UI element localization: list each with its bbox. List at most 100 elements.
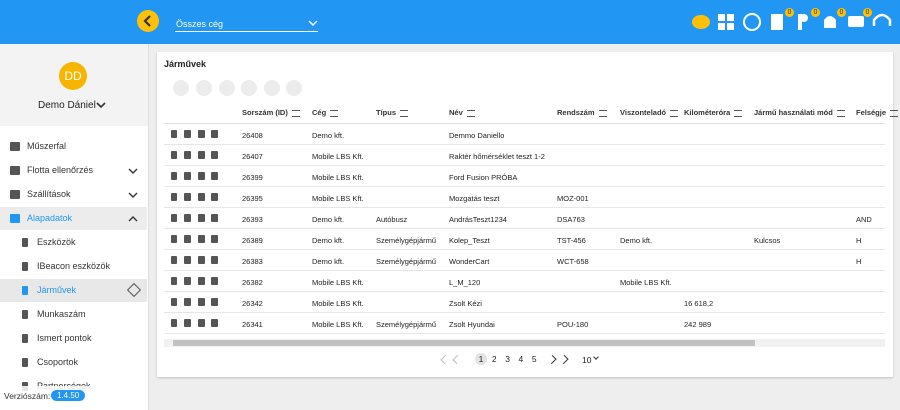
row-action[interactable] xyxy=(171,151,177,159)
toolbar-button[interactable] xyxy=(196,80,212,96)
toolbar-button[interactable] xyxy=(173,80,189,96)
user-arrow xyxy=(96,102,106,109)
row-action[interactable] xyxy=(211,235,218,243)
row-action[interactable] xyxy=(198,130,205,138)
column-header[interactable]: Cég xyxy=(312,108,327,117)
column-header[interactable]: Rendszám xyxy=(557,108,595,117)
table-cell: DSA763 xyxy=(557,215,585,224)
column-header[interactable]: Viszonteladó xyxy=(620,108,667,117)
row-action[interactable] xyxy=(211,130,218,138)
row-action[interactable] xyxy=(198,193,205,201)
menu-arrow xyxy=(128,168,138,174)
page-title: Járművek xyxy=(164,59,207,69)
table-cell: H xyxy=(856,236,862,245)
row-action[interactable] xyxy=(211,172,218,180)
menu-item[interactable]: Flotta ellenőrzés xyxy=(27,165,94,175)
row-line xyxy=(164,270,885,271)
column-header[interactable]: Sorszám (ID) xyxy=(242,108,288,117)
row-action[interactable] xyxy=(171,193,177,201)
column-header[interactable]: Kilométeróra xyxy=(684,108,731,117)
company-select[interactable]: Összes cég xyxy=(176,19,224,29)
row-action[interactable] xyxy=(184,151,191,159)
menu-item[interactable]: IBeacon eszközök xyxy=(37,261,111,271)
top-icons[interactable] xyxy=(690,8,895,36)
row-action[interactable] xyxy=(184,130,191,138)
row-action[interactable] xyxy=(198,298,205,306)
table-cell: 26395 xyxy=(242,194,263,203)
menu-item[interactable]: Ismert pontok xyxy=(37,333,92,343)
row-action[interactable] xyxy=(198,214,205,222)
badge: 0 xyxy=(785,8,794,17)
row-action[interactable] xyxy=(184,319,191,327)
toolbar-button[interactable] xyxy=(264,80,280,96)
row-action[interactable] xyxy=(171,277,177,285)
row-action[interactable] xyxy=(171,235,177,243)
row-action[interactable] xyxy=(198,151,205,159)
menu-item[interactable]: Eszközök xyxy=(37,237,76,247)
row-action[interactable] xyxy=(171,256,177,264)
row-action[interactable] xyxy=(198,277,205,285)
table-cell: POU-180 xyxy=(557,320,589,329)
row-action[interactable] xyxy=(211,193,218,201)
menu-icon xyxy=(22,286,28,295)
page-number[interactable]: 5 xyxy=(531,354,537,364)
row-action[interactable] xyxy=(211,151,218,159)
menu-item[interactable]: Járművek xyxy=(37,285,77,295)
menu-item[interactable]: Munkaszám xyxy=(37,309,86,319)
row-action[interactable] xyxy=(198,256,205,264)
toolbar-button[interactable] xyxy=(219,80,235,96)
badge: 0 xyxy=(863,8,872,17)
menu-item[interactable]: Műszerfal xyxy=(27,141,67,151)
row-action[interactable] xyxy=(211,298,218,306)
back-button[interactable] xyxy=(136,9,160,33)
table-cell: 26393 xyxy=(242,215,263,224)
page-size[interactable]: 10 xyxy=(582,355,592,365)
avatar: DD xyxy=(59,62,87,90)
scroll-thumb[interactable] xyxy=(173,340,755,346)
table-cell: Mozgatás teszt xyxy=(449,194,500,203)
row-action[interactable] xyxy=(211,277,218,285)
row-action[interactable] xyxy=(184,214,191,222)
menu-item[interactable]: Alapadatok xyxy=(27,213,73,223)
row-action[interactable] xyxy=(184,298,191,306)
sort-icon xyxy=(837,110,845,117)
page-number[interactable]: 4 xyxy=(518,354,524,364)
row-action[interactable] xyxy=(184,277,191,285)
row-action[interactable] xyxy=(184,235,191,243)
row-action[interactable] xyxy=(211,214,218,222)
row-action[interactable] xyxy=(184,256,191,264)
user-name[interactable]: Demo Dániel xyxy=(38,100,96,111)
row-action[interactable] xyxy=(171,214,177,222)
row-action[interactable] xyxy=(171,172,177,180)
row-action[interactable] xyxy=(198,319,205,327)
page-number[interactable]: 2 xyxy=(491,354,497,364)
menu-item[interactable]: Csoportok xyxy=(37,357,79,367)
row-action[interactable] xyxy=(198,235,205,243)
page-number[interactable]: 3 xyxy=(505,354,510,364)
table-cell: Személygépjármű xyxy=(376,236,437,245)
column-header[interactable]: Felségje xyxy=(856,108,887,117)
table-cell: Mobile LBS Kft. xyxy=(312,152,364,161)
row-action[interactable] xyxy=(198,172,205,180)
table-cell: Mobile LBS Kft. xyxy=(620,278,672,287)
row-action[interactable] xyxy=(171,130,177,138)
table-cell: Személygépjármű xyxy=(376,320,437,329)
page-number[interactable]: 1 xyxy=(475,353,487,365)
toolbar-button[interactable] xyxy=(241,80,257,96)
sort-icon xyxy=(330,110,338,117)
table-cell: Kulcsos xyxy=(754,236,781,245)
toolbar-button[interactable] xyxy=(286,80,302,96)
menu-item[interactable]: Szállítások xyxy=(27,189,71,199)
row-action[interactable] xyxy=(184,193,191,201)
sort-icon xyxy=(599,110,607,117)
row-action[interactable] xyxy=(171,298,177,306)
row-action[interactable] xyxy=(211,256,218,264)
column-header[interactable]: Jármű használati mód xyxy=(754,108,833,117)
column-header[interactable]: Név xyxy=(449,108,463,117)
row-action[interactable] xyxy=(211,319,218,327)
column-header[interactable]: Típus xyxy=(376,108,396,117)
table-cell: Raktér hőmérséklet teszt 1-2 xyxy=(449,152,545,161)
row-action[interactable] xyxy=(184,172,191,180)
table-cell: Ford Fusion PRÓBA xyxy=(449,173,518,182)
row-action[interactable] xyxy=(171,319,177,327)
